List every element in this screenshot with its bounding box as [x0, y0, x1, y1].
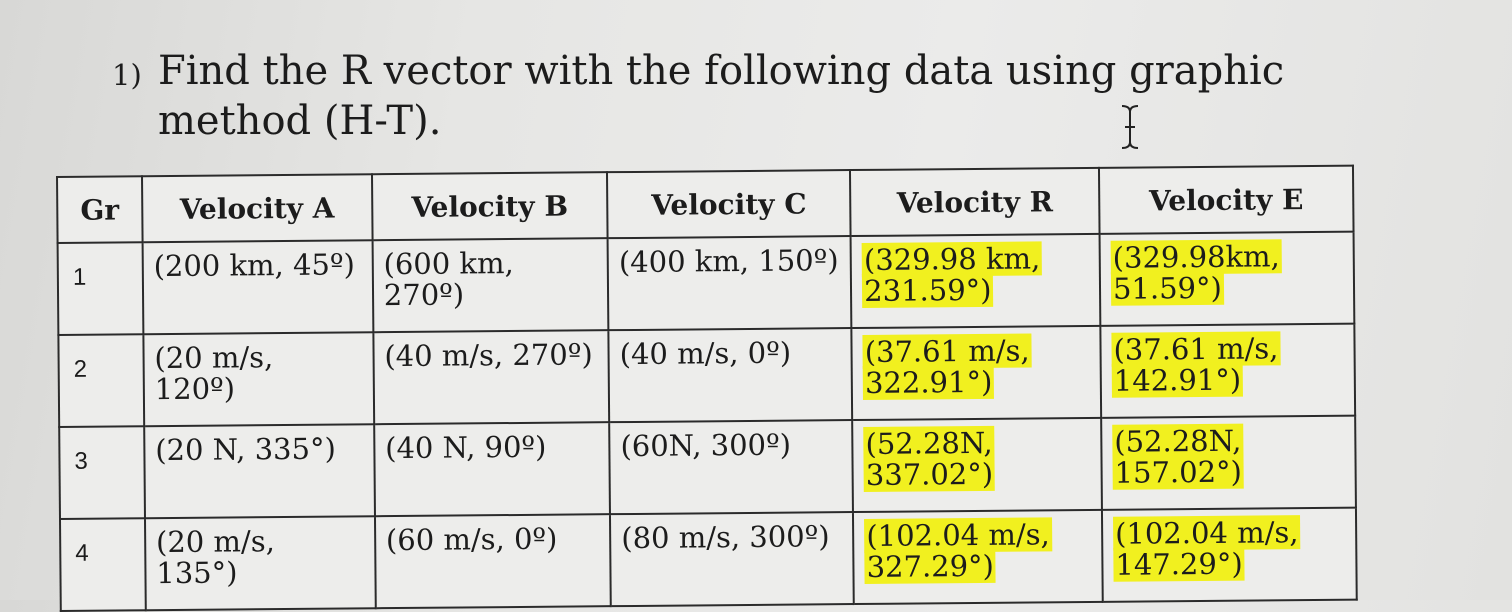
- cell-velocity-a: (20 N, 335°): [144, 424, 375, 519]
- cell-velocity-e: (102.04 m/s, 147.29°): [1101, 507, 1357, 602]
- header-velocity-b: Velocity B: [371, 172, 608, 241]
- question-text: Find the R vector with the following dat…: [158, 48, 1285, 144]
- cell-velocity-a: (200 km, 45º): [142, 240, 374, 335]
- cell-velocity-b: (40 m/s, 270º): [373, 330, 610, 425]
- cell-velocity-r: (37.61 m/s, 322.91°): [851, 325, 1102, 421]
- header-velocity-e: Velocity E: [1098, 165, 1354, 234]
- cell-gr: 3: [59, 426, 145, 519]
- text-cursor-icon: [1121, 105, 1139, 149]
- cell-velocity-c: (400 km, 150º): [607, 236, 852, 331]
- cell-velocity-e: (52.28N, 157.02°): [1101, 415, 1356, 510]
- highlighted-text: (329.98km, 51.59°): [1110, 239, 1282, 306]
- highlighted-text: (37.61 m/s, 142.91°): [1111, 331, 1281, 398]
- table-row: 1 (200 km, 45º) (600 km, 270º) (400 km, …: [57, 231, 1355, 335]
- cell-velocity-b: (60 m/s, 0º): [374, 514, 611, 609]
- cell-velocity-e: (329.98km, 51.59°): [1099, 231, 1355, 326]
- question-number: 1): [112, 58, 142, 92]
- highlighted-text: (52.28N, 337.02°): [863, 425, 996, 492]
- highlighted-text: (102.04 m/s, 147.29°): [1112, 515, 1301, 582]
- cell-velocity-c: (40 m/s, 0º): [608, 328, 853, 423]
- cell-velocity-e: (37.61 m/s, 142.91°): [1100, 323, 1356, 418]
- cell-velocity-a: (20 m/s, 135°): [144, 516, 376, 611]
- cell-velocity-a: (20 m/s, 120º): [143, 332, 374, 427]
- cell-gr: 1: [57, 242, 144, 335]
- table-header-row: Gr Velocity A Velocity B Velocity C Velo…: [57, 165, 1354, 243]
- table-row: 2 (20 m/s, 120º) (40 m/s, 270º) (40 m/s,…: [58, 323, 1356, 427]
- cell-velocity-b: (40 N, 90º): [373, 422, 611, 517]
- header-velocity-r: Velocity R: [850, 167, 1100, 237]
- table-row: 4 (20 m/s, 135°) (60 m/s, 0º) (80 m/s, 3…: [59, 507, 1357, 611]
- question: 1) Find the R vector with the following …: [112, 46, 1352, 146]
- highlighted-text: (37.61 m/s, 322.91°): [862, 333, 1032, 400]
- cell-velocity-r: (52.28N, 337.02°): [852, 417, 1102, 513]
- velocity-table: Gr Velocity A Velocity B Velocity C Velo…: [56, 164, 1358, 612]
- header-gr: Gr: [57, 176, 143, 243]
- cell-gr: 2: [58, 334, 145, 427]
- cell-velocity-c: (80 m/s, 300º): [610, 512, 854, 607]
- cell-gr: 4: [59, 518, 146, 611]
- highlighted-text: (52.28N, 157.02°): [1112, 423, 1245, 490]
- cell-velocity-c: (60N, 300º): [609, 420, 854, 515]
- table-row: 3 (20 N, 335°) (40 N, 90º) (60N, 300º) (…: [59, 415, 1356, 519]
- cell-velocity-r: (102.04 m/s, 327.29°): [853, 509, 1103, 605]
- cell-velocity-r: (329.98 km, 231.59°): [850, 233, 1101, 329]
- cell-velocity-b: (600 km, 270º): [372, 238, 609, 333]
- header-velocity-a: Velocity A: [141, 174, 373, 243]
- highlighted-text: (102.04 m/s, 327.29°): [864, 517, 1052, 584]
- highlighted-text: (329.98 km, 231.59°): [861, 241, 1043, 308]
- header-velocity-c: Velocity C: [607, 170, 851, 239]
